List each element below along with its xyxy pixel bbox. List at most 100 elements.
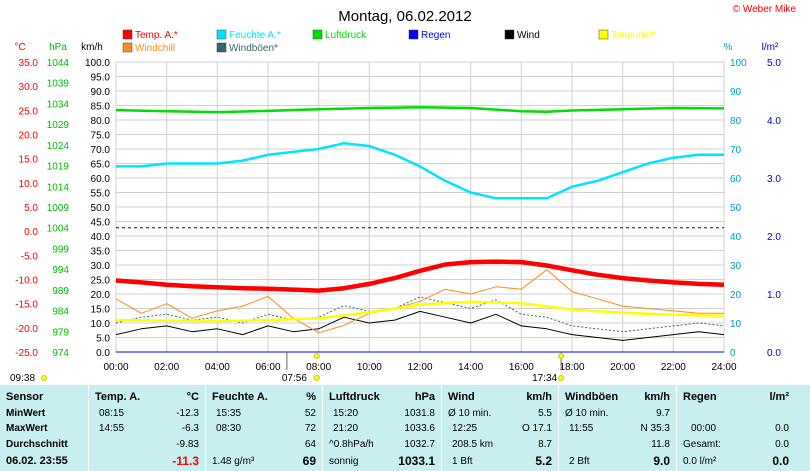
wind-axis-tick-16: 20.0 xyxy=(91,290,111,301)
wind-axis-tick-11: 45.0 xyxy=(91,218,111,229)
chart-series xyxy=(115,105,725,353)
wind-axis-tick-18: 10.0 xyxy=(91,319,111,330)
temp-column: Temp. A. °C 08:15 -12.3 14:55 -6.3 -9.83… xyxy=(89,385,205,471)
wind-axis-tick-6: 70.0 xyxy=(91,145,111,156)
temp-avg: -9.83 xyxy=(176,439,199,450)
pressure-min: 1031.8 xyxy=(404,408,435,419)
rain-title: Regen xyxy=(683,391,717,403)
gust-title: Windböen xyxy=(565,391,619,403)
series-temp-a xyxy=(115,259,725,293)
wind-axis-tick-5: 75.0 xyxy=(91,131,111,142)
temp-axis-tick-4: 15.0 xyxy=(19,155,39,166)
x-tick-2: 04:00 xyxy=(205,362,230,373)
rain-axis-tick-5: 0.0 xyxy=(767,348,781,359)
rain-axis-tick-3: 2.0 xyxy=(767,232,781,243)
pressure-title: Luftdruck xyxy=(329,391,380,403)
legend-swatch-1 xyxy=(216,29,227,40)
pressure-sky: sonnig xyxy=(329,456,359,467)
wind-distance: 208.5 km xyxy=(452,439,494,450)
row-label-current: 06.02. 23:55 xyxy=(6,455,68,467)
humidity-axis-tick-0: 100 xyxy=(730,58,747,69)
wind-bft: 1 Bft xyxy=(452,456,473,467)
series-windb-en xyxy=(115,296,725,333)
wind-axis-tick-19: 5.0 xyxy=(96,334,110,345)
legend-label-2: Luftdruck xyxy=(325,30,367,41)
temp-axis-tick-12: -25.0 xyxy=(15,348,38,359)
rain-total: 0.0 xyxy=(775,439,789,450)
humidity-unit: % xyxy=(306,391,316,403)
humidity-min: 52 xyxy=(304,408,316,419)
wind-max-time: 12:25 xyxy=(452,423,478,434)
pressure-column: Luftdruck hPa 15:20 1031.8 21:20 1033.6 … xyxy=(323,385,441,471)
wind-axis-tick-20: 0.0 xyxy=(96,348,110,359)
gust-bft: 2 Bft xyxy=(569,456,590,467)
humidity-axis-tick-7: 30 xyxy=(730,261,742,272)
pressure-axis-tick-12: 984 xyxy=(52,307,69,318)
sunset-dot xyxy=(558,375,565,381)
chart-grid xyxy=(115,61,725,353)
x-tick-12: 24:00 xyxy=(711,362,736,373)
pressure-axis-tick-2: 1034 xyxy=(47,99,70,110)
pressure-trend: 1032.7 xyxy=(404,439,435,450)
humidity-axis-tick-6: 40 xyxy=(730,232,742,243)
wind-axis-tick-13: 35.0 xyxy=(91,247,111,258)
x-tick-6: 12:00 xyxy=(407,362,432,373)
legend-label-6: Windchill xyxy=(135,43,175,54)
wind-axis-tick-12: 40.0 xyxy=(91,232,111,243)
sunrise-marker xyxy=(313,353,320,359)
legend-label-7: Windböen* xyxy=(229,43,278,54)
pressure-axis-tick-0: 1044 xyxy=(47,58,70,69)
rain-time: 00:00 xyxy=(691,423,717,434)
humidity-abs: 1.48 g/m³ xyxy=(212,456,255,467)
temp-axis-tick-8: -5.0 xyxy=(21,251,39,262)
pressure-trend-label: ^0.8hPa/h xyxy=(329,439,374,450)
rain-value: 0.0 xyxy=(775,423,789,434)
wind-axis-tick-9: 55.0 xyxy=(91,189,111,200)
humidity-axis-tick-8: 20 xyxy=(730,290,742,301)
row-label-min: MinWert xyxy=(6,408,46,419)
temp-axis-tick-11: -20.0 xyxy=(15,324,38,335)
temp-max: -6.3 xyxy=(181,423,199,434)
gust-day-avg: 11.8 xyxy=(651,439,670,450)
pressure-max-time: 21:20 xyxy=(333,423,359,434)
x-tick-0: 00:00 xyxy=(103,362,128,373)
legend-label-3: Regen xyxy=(421,30,450,41)
rain-day: 0.0 l/m² xyxy=(683,456,717,467)
pressure-axis-tick-8: 1004 xyxy=(47,224,70,235)
temp-axis-tick-2: 25.0 xyxy=(19,106,39,117)
wind-title: Wind xyxy=(448,391,475,403)
wind-unit: km/h xyxy=(526,391,552,403)
rain-unit: l/m² xyxy=(769,391,789,403)
temp-axis-tick-3: 20.0 xyxy=(19,131,39,142)
sunrise-dot xyxy=(313,375,320,381)
humidity-avg: 64 xyxy=(304,439,316,450)
row-label-avg: Durchschnitt xyxy=(6,439,68,450)
pressure-axis-tick-3: 1029 xyxy=(47,120,70,131)
wind-avg-label: Ø 10 min. xyxy=(448,408,492,419)
pressure-axis-tick-7: 1009 xyxy=(47,203,70,214)
pressure-unit: hPa xyxy=(414,391,435,403)
wind-day-avg: 8.7 xyxy=(538,439,552,450)
humidity-axis-tick-1: 90 xyxy=(730,87,742,98)
legend-swatch-0 xyxy=(122,29,133,40)
legend-swatch-4 xyxy=(504,29,515,40)
chart-markers: 07:56 17:34 09:38 xyxy=(10,352,565,384)
humidity-max: 72 xyxy=(304,423,316,434)
pressure-axis-tick-11: 989 xyxy=(52,286,69,297)
x-tick-3: 06:00 xyxy=(255,362,280,373)
legend-swatch-6 xyxy=(122,42,133,53)
wind-max: O 17.1 xyxy=(521,423,552,434)
temp-max-time: 14:55 xyxy=(99,423,125,434)
wind-current: 5.2 xyxy=(535,454,552,468)
temp-axis-tick-10: -15.0 xyxy=(15,300,38,311)
rain-current: 0.0 xyxy=(772,454,789,468)
rain-axis-tick-0: 5.0 xyxy=(767,58,781,69)
humidity-axis-tick-4: 60 xyxy=(730,174,742,185)
axis-units: °C hPa km/h % l/m² xyxy=(14,42,779,53)
pressure-axis-tick-14: 974 xyxy=(52,348,69,359)
sunset-label: 17:34 xyxy=(532,373,557,384)
pressure-axis-unit: hPa xyxy=(49,42,67,53)
wind-axis-unit: km/h xyxy=(81,42,103,53)
legend-label-4: Wind xyxy=(517,30,540,41)
humidity-min-time: 15:35 xyxy=(216,408,242,419)
